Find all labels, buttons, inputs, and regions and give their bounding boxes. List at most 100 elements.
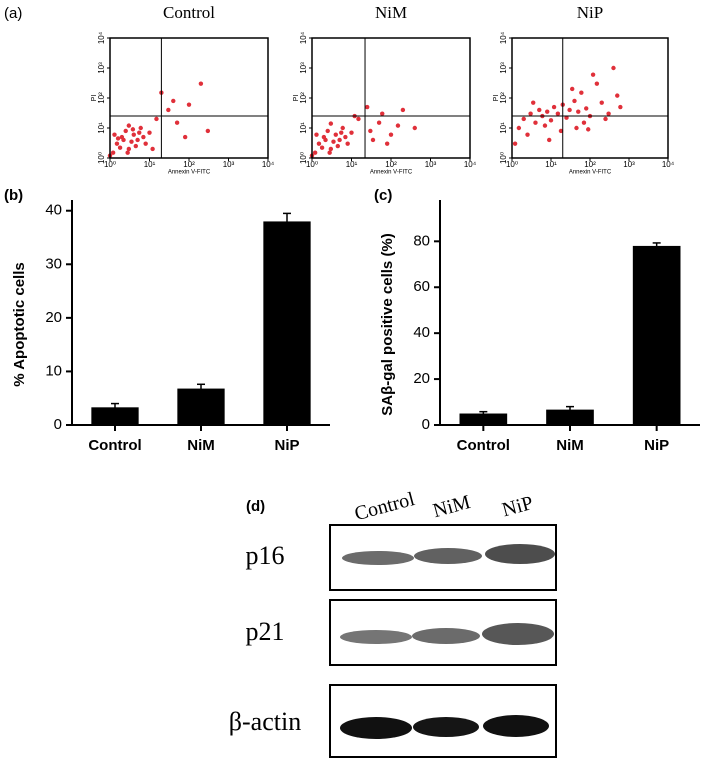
band	[485, 544, 555, 564]
point	[314, 132, 319, 137]
bar	[263, 221, 311, 425]
point	[380, 111, 385, 116]
blot-frame	[329, 599, 557, 666]
point	[376, 120, 382, 125]
x-tick-label: NiP	[274, 437, 299, 454]
bar	[632, 245, 681, 425]
point	[551, 104, 557, 110]
point	[141, 134, 146, 140]
y-tick-label: 20	[413, 370, 430, 387]
point	[594, 81, 600, 86]
x-tick-label: 10⁴	[262, 160, 275, 169]
point	[186, 102, 192, 107]
band	[483, 715, 549, 737]
panel-label: (a)	[4, 5, 22, 22]
point	[537, 107, 542, 113]
band	[414, 548, 482, 564]
point	[117, 145, 123, 150]
point	[147, 130, 152, 135]
x-tick-label: NiM	[187, 437, 215, 454]
plot-frame	[109, 37, 269, 159]
y-tick-label: 10¹	[499, 122, 508, 134]
point	[325, 128, 330, 134]
point	[323, 137, 328, 143]
y-tick-label: 0	[54, 416, 62, 433]
point	[525, 132, 530, 137]
y-tick-label: 10¹	[299, 122, 308, 134]
point	[384, 141, 390, 146]
point	[198, 81, 204, 86]
point	[154, 116, 159, 122]
y-tick-label: 10³	[97, 62, 106, 74]
x-tick-label: 10⁴	[662, 160, 675, 169]
point	[581, 120, 587, 125]
x-axis-label: Annexin V-FITC	[569, 170, 612, 176]
point	[603, 116, 608, 122]
x-tick-label: NiP	[644, 437, 669, 454]
point	[138, 125, 143, 131]
point	[611, 65, 616, 71]
x-tick-label: NiM	[556, 437, 584, 454]
point	[131, 132, 136, 137]
y-tick-label: 10⁴	[97, 31, 106, 44]
point	[412, 125, 417, 131]
point	[114, 141, 120, 146]
y-tick-label: 10⁰	[499, 152, 508, 164]
point	[174, 120, 180, 125]
point	[123, 128, 128, 134]
point	[564, 115, 569, 120]
point	[579, 90, 584, 95]
x-tick-label: 10²	[183, 160, 195, 169]
point	[370, 137, 376, 143]
x-tick-label: 10⁰	[306, 160, 318, 169]
plot-frame	[311, 37, 471, 159]
bands	[340, 544, 555, 739]
point	[331, 139, 336, 144]
point	[395, 123, 401, 128]
lane-label: NiP	[500, 492, 536, 521]
x-tick-label: 10⁰	[104, 160, 116, 169]
point	[110, 150, 116, 155]
point	[545, 109, 550, 114]
y-tick-label: 40	[413, 324, 430, 341]
point	[615, 93, 620, 98]
point	[316, 141, 322, 146]
point	[182, 134, 188, 140]
point	[112, 132, 117, 137]
point	[618, 104, 623, 110]
y-tick-label: 10³	[499, 62, 508, 74]
y-tick-label: 80	[413, 232, 430, 249]
blot-frame	[329, 524, 557, 591]
point	[548, 118, 554, 123]
point	[542, 123, 548, 128]
point	[606, 111, 611, 116]
point	[205, 128, 211, 134]
bar	[177, 388, 225, 425]
point	[599, 100, 604, 105]
point	[567, 107, 572, 113]
point	[586, 127, 591, 132]
point	[319, 145, 325, 150]
x-tick-label: 10²	[584, 160, 596, 169]
band	[412, 628, 480, 644]
point	[328, 146, 334, 152]
y-tick-label: 10²	[299, 92, 308, 104]
lane-label: Control	[352, 488, 417, 525]
y-tick-label: 20	[45, 309, 62, 326]
point	[349, 130, 354, 135]
x-tick-label: 10¹	[346, 160, 358, 169]
point	[521, 116, 526, 122]
x-axis-label: Annexin V-FITC	[370, 170, 413, 176]
point	[590, 72, 596, 77]
point	[531, 100, 536, 105]
x-tick-label: 10³	[623, 160, 635, 169]
point	[171, 98, 176, 104]
point	[343, 134, 348, 140]
band	[340, 717, 412, 739]
point	[547, 137, 552, 143]
point	[340, 125, 345, 131]
x-tick-label: 10¹	[545, 160, 557, 169]
point	[533, 120, 538, 125]
x-tick-label: Control	[457, 437, 510, 454]
